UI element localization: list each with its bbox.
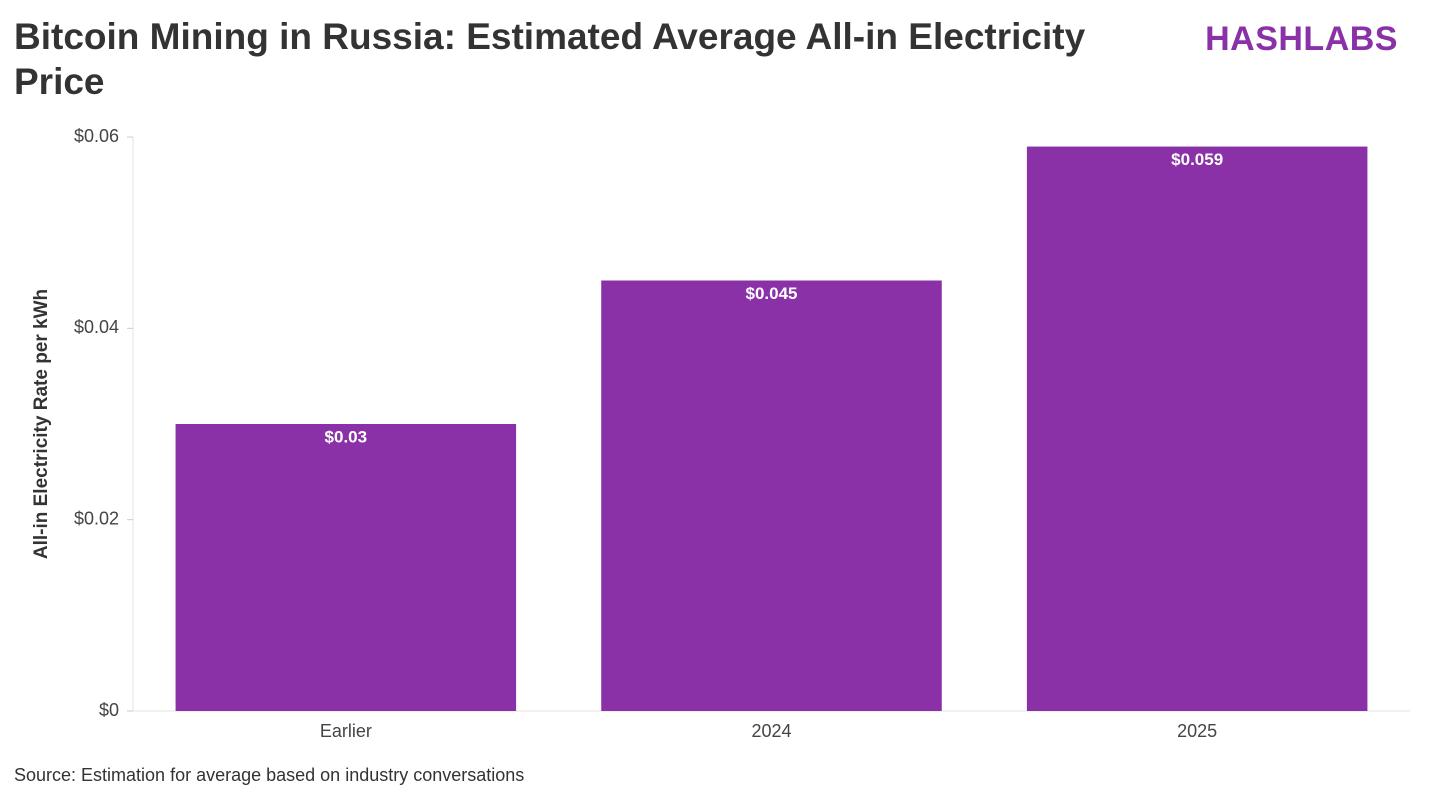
- x-tick-label: 2025: [1177, 721, 1217, 741]
- value-label: $0.059: [1171, 150, 1223, 169]
- source-note: Source: Estimation for average based on …: [14, 765, 525, 785]
- y-axis-label: All-in Electricity Rate per kWh: [31, 289, 52, 559]
- y-tick-label: $0.04: [74, 317, 119, 337]
- chart-title: Bitcoin Mining in Russia: Estimated Aver…: [14, 16, 1086, 102]
- value-label: $0.03: [325, 427, 368, 446]
- x-tick-label: 2024: [751, 721, 791, 741]
- y-tick-label: $0.02: [74, 508, 119, 528]
- value-label: $0.045: [746, 284, 798, 303]
- bar: [175, 424, 517, 711]
- bar: [1026, 146, 1368, 712]
- brand-logo: HASHLABS: [1205, 20, 1398, 58]
- y-tick-label: $0: [99, 700, 119, 720]
- bar: [601, 280, 942, 711]
- x-tick-label: Earlier: [320, 721, 372, 741]
- y-tick-label: $0.06: [74, 126, 119, 146]
